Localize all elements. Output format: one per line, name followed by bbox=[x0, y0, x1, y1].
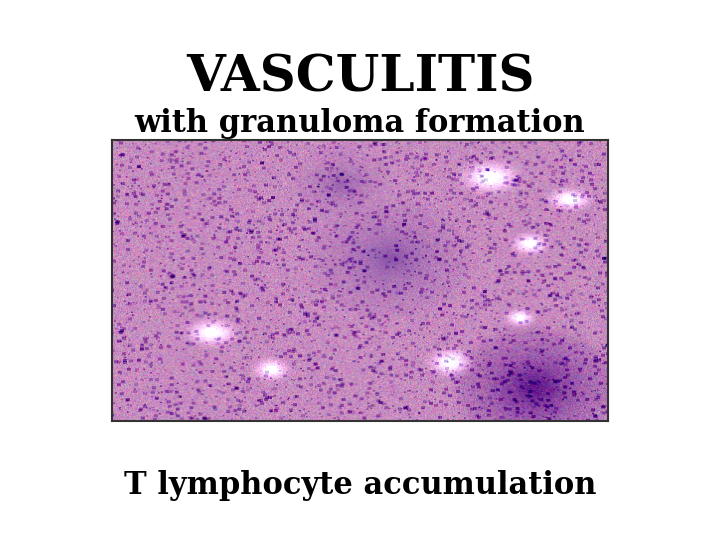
Text: with granuloma formation: with granuloma formation bbox=[135, 108, 585, 139]
Text: VASCULITIS: VASCULITIS bbox=[186, 54, 534, 103]
Text: T lymphocyte accumulation: T lymphocyte accumulation bbox=[124, 470, 596, 501]
